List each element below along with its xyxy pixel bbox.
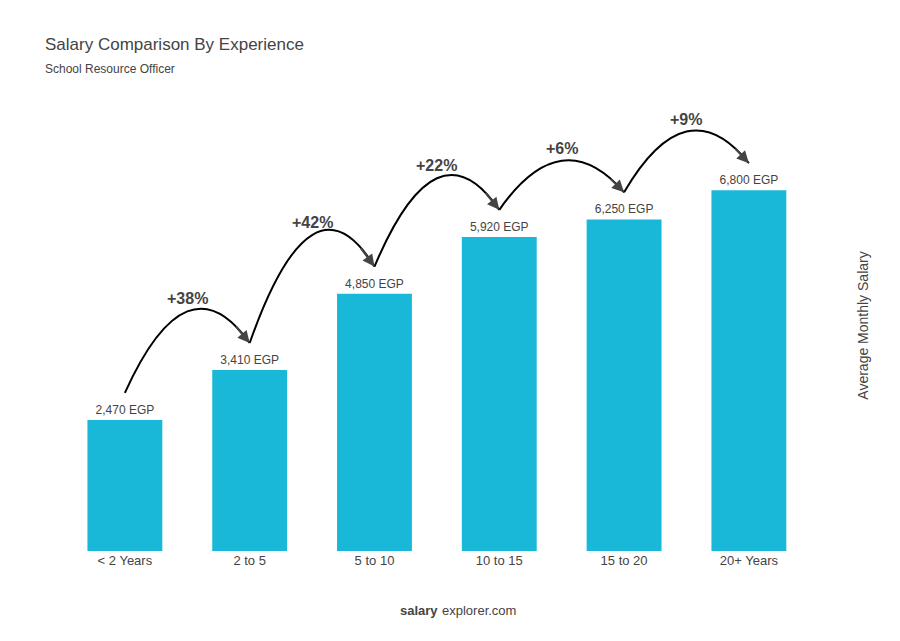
svg-text:5 to 10: 5 to 10: [355, 553, 395, 568]
svg-text:Average Monthly Salary: Average Monthly Salary: [855, 251, 871, 399]
svg-text:20+ Years: 20+ Years: [720, 553, 779, 568]
svg-text:+42%: +42%: [292, 214, 333, 231]
svg-text:5,920 EGP: 5,920 EGP: [470, 220, 529, 234]
svg-text:6,800 EGP: 6,800 EGP: [720, 173, 779, 187]
svg-text:salary: salary: [400, 603, 438, 618]
svg-text:2,470 EGP: 2,470 EGP: [96, 403, 155, 417]
svg-text:Salary Comparison By Experienc: Salary Comparison By Experience: [45, 35, 304, 54]
svg-text:10 to 15: 10 to 15: [476, 553, 523, 568]
svg-text:+9%: +9%: [670, 111, 702, 128]
svg-text:School Resource Officer: School Resource Officer: [45, 62, 175, 76]
svg-text:2 to 5: 2 to 5: [233, 553, 266, 568]
svg-text:4,850 EGP: 4,850 EGP: [345, 277, 404, 291]
svg-text:+6%: +6%: [546, 140, 578, 157]
svg-text:explorer.com: explorer.com: [442, 603, 516, 618]
svg-text:15 to 20: 15 to 20: [601, 553, 648, 568]
svg-text:6,250 EGP: 6,250 EGP: [595, 202, 654, 216]
svg-text:+38%: +38%: [167, 290, 208, 307]
svg-text:< 2 Years: < 2 Years: [98, 553, 153, 568]
svg-text:+22%: +22%: [416, 157, 457, 174]
svg-text:3,410 EGP: 3,410 EGP: [220, 353, 279, 367]
